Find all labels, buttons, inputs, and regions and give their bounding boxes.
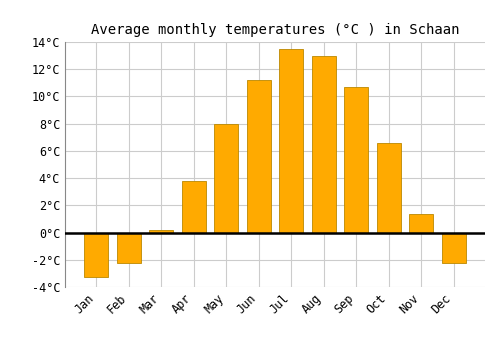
Bar [442,232,466,262]
Bar [409,214,434,232]
Bar [182,181,206,232]
Title: Average monthly temperatures (°C ) in Schaan: Average monthly temperatures (°C ) in Sc… [91,23,459,37]
Bar [214,124,238,232]
Bar [279,49,303,232]
Bar [344,87,368,232]
Bar [246,80,271,232]
Bar [376,143,401,232]
Bar [149,230,174,232]
Bar [116,232,141,262]
Bar [312,56,336,232]
Bar [84,232,108,278]
